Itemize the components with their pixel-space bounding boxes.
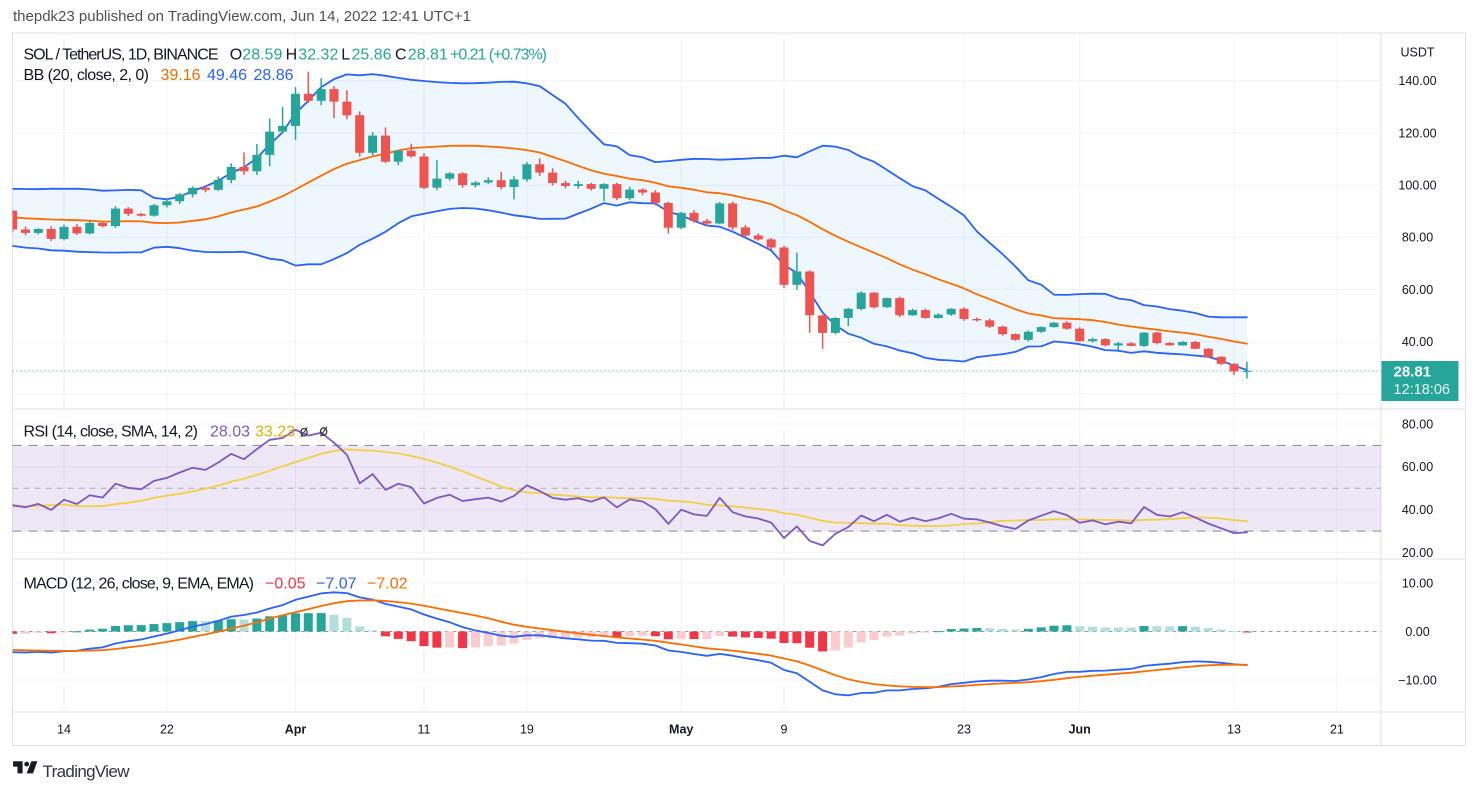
svg-text:39.16: 39.16 (161, 67, 201, 84)
svg-text:22: 22 (160, 723, 174, 737)
svg-text:TradingView: TradingView (43, 762, 131, 781)
svg-text:10.00: 10.00 (1402, 576, 1433, 590)
svg-text:11: 11 (418, 723, 431, 737)
svg-text:14: 14 (57, 723, 71, 737)
svg-text:Jun: Jun (1069, 723, 1091, 737)
svg-text:40.00: 40.00 (1402, 335, 1433, 349)
svg-text:120.00: 120.00 (1398, 126, 1436, 140)
svg-text:13: 13 (1227, 723, 1241, 737)
svg-text:23: 23 (957, 723, 971, 737)
svg-text:33.23: 33.23 (255, 424, 295, 441)
svg-text:28.81: 28.81 (1394, 364, 1432, 381)
svg-text:140.00: 140.00 (1398, 74, 1436, 88)
svg-text:20.00: 20.00 (1402, 546, 1433, 560)
svg-text:May: May (669, 723, 693, 737)
svg-text:−10.00: −10.00 (1398, 673, 1437, 687)
svg-text:28.86: 28.86 (254, 67, 294, 84)
svg-text:−7.07: −7.07 (316, 576, 357, 593)
svg-text:19: 19 (520, 723, 534, 737)
svg-text:thepdk23 published on TradingV: thepdk23 published on TradingView.com, J… (13, 8, 471, 25)
svg-text:MACD (12, 26, close, 9, EMA, E: MACD (12, 26, close, 9, EMA, EMA) (24, 576, 255, 593)
svg-text:80.00: 80.00 (1402, 231, 1433, 245)
svg-text:−7.02: −7.02 (367, 576, 408, 593)
svg-text:Apr: Apr (285, 723, 307, 737)
svg-text:80.00: 80.00 (1402, 417, 1433, 431)
svg-text:USDT: USDT (1400, 45, 1434, 59)
svg-text:40.00: 40.00 (1402, 503, 1433, 517)
svg-text:60.00: 60.00 (1402, 283, 1433, 297)
svg-text:RSI (14, close, SMA, 14, 2): RSI (14, close, SMA, 14, 2) (24, 424, 199, 441)
svg-text:100.00: 100.00 (1398, 178, 1436, 192)
svg-text:60.00: 60.00 (1402, 460, 1433, 474)
svg-text:−0.05: −0.05 (265, 576, 306, 593)
svg-text:SOL / TetherUS, 1D, BINANCE: SOL / TetherUS, 1D, BINANCE (24, 47, 219, 64)
svg-text:BB (20, close, 2, 0): BB (20, close, 2, 0) (24, 67, 150, 84)
svg-text:28.03: 28.03 (210, 424, 250, 441)
svg-text:0.00: 0.00 (1405, 625, 1429, 639)
svg-text:21: 21 (1330, 723, 1344, 737)
svg-text:12:18:06: 12:18:06 (1394, 382, 1450, 398)
svg-text:49.46: 49.46 (207, 67, 247, 84)
svg-text:9: 9 (781, 723, 788, 737)
